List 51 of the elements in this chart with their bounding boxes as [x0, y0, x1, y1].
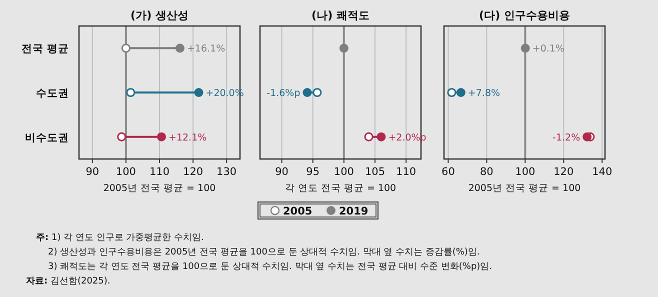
- x-axis-title: 2005년 전국 평균 = 100: [103, 183, 216, 194]
- x-tick-label: 80: [480, 166, 494, 178]
- x-tick-label: 110: [149, 166, 170, 178]
- point: [121, 44, 131, 53]
- x-axis-title: 2005년 전국 평균 = 100: [468, 183, 581, 194]
- text: 2) 생산성과 인구수용비용은 2005년 전국 평균을 100으로 둔 상대적 수치임. 막대 옆 수치는 증감률(%)임.: [48, 248, 480, 258]
- x-tick-label: 105: [364, 166, 386, 178]
- annotation: +12.1%: [168, 132, 207, 144]
- y-tick-label: 전국 평균: [21, 43, 69, 56]
- point: [117, 132, 126, 142]
- point: [126, 88, 136, 98]
- y-tick-label: 비수도권: [25, 132, 69, 144]
- annotation: +16.1%: [186, 44, 226, 55]
- x-tick-label: 110: [396, 166, 416, 178]
- point: [175, 44, 184, 53]
- legend-label: 2019: [339, 206, 368, 218]
- text: 주: 1) 각 연도 인구로 가중평균한 수치임.: [36, 233, 204, 243]
- annotation: +7.8%: [468, 88, 500, 99]
- point: [339, 44, 348, 53]
- point: [456, 88, 466, 97]
- x-axis-title: 각 연도 전국 평균 = 100: [284, 183, 396, 194]
- x-tick-label: 90: [275, 166, 288, 178]
- point: [312, 88, 322, 98]
- x-tick-label: 100: [116, 166, 136, 178]
- annotation: -1.6%p: [266, 88, 300, 99]
- x-tick-label: 90: [86, 166, 100, 178]
- x-tick-label: 140: [592, 166, 612, 178]
- point: [520, 44, 530, 53]
- point: [447, 88, 456, 98]
- text: 3) 쾌적도는 각 연도 전국 평균을 100으로 둔 상대적 수치임. 막대 옆 수치는 전국 평균 대비 수준 변화(%p)임.: [48, 262, 492, 272]
- point: [194, 88, 204, 97]
- x-tick-label: 120: [554, 166, 574, 178]
- text: 자료: 김선함(2025).: [26, 276, 110, 286]
- x-tick-label: 60: [442, 166, 455, 178]
- chart-title: (가) 생산성: [130, 9, 188, 22]
- annotation: +0.1%: [532, 44, 564, 55]
- x-tick-label: 100: [515, 166, 536, 178]
- point: [364, 132, 374, 142]
- x-tick-label: 100: [334, 166, 354, 178]
- y-tick-label: 수도권: [36, 88, 69, 100]
- point: [157, 132, 166, 142]
- chart-title: (나) 쾌적도: [312, 9, 370, 22]
- x-tick-label: 120: [183, 166, 204, 178]
- point: [376, 132, 386, 142]
- chart-title: (다) 인구수용비용: [479, 9, 570, 22]
- point: [302, 88, 312, 97]
- x-tick-label: 130: [216, 166, 237, 178]
- x-tick-label: 95: [306, 166, 320, 178]
- point: [582, 132, 592, 142]
- annotation: -1.2%: [552, 132, 580, 144]
- legend-label: 2005: [283, 206, 312, 218]
